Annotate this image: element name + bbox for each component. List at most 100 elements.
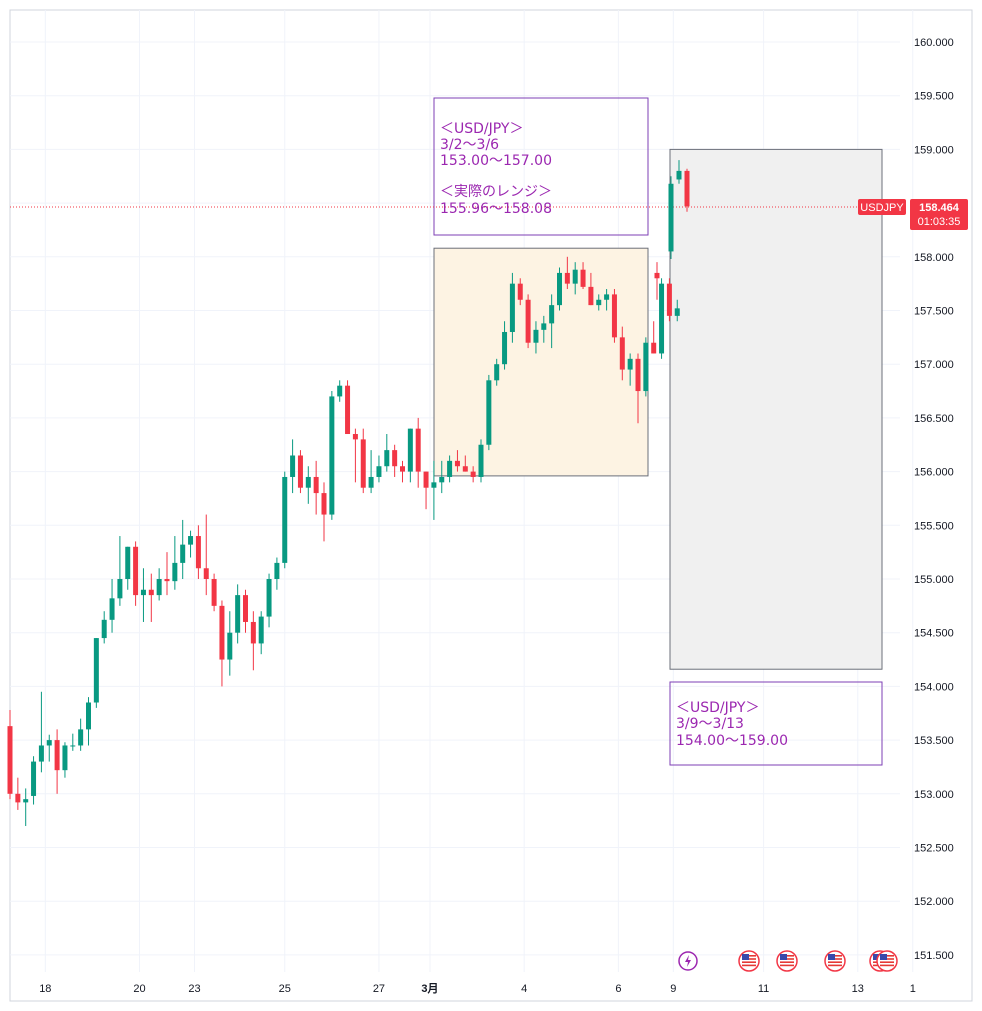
candle-body[interactable] — [282, 476, 288, 563]
candle-body[interactable] — [674, 308, 680, 316]
candle-body[interactable] — [549, 305, 555, 324]
candle-body[interactable] — [619, 337, 625, 370]
candle-body[interactable] — [7, 726, 13, 794]
candle-body[interactable] — [203, 568, 209, 579]
candle-body[interactable] — [447, 460, 453, 477]
note-box-week2[interactable] — [669, 681, 883, 766]
candle-body[interactable] — [297, 455, 303, 488]
candle-body[interactable] — [659, 283, 665, 354]
candle-body[interactable] — [313, 476, 319, 494]
candle-body[interactable] — [109, 598, 115, 620]
candle-body[interactable] — [454, 460, 460, 467]
candle-body[interactable] — [23, 799, 29, 803]
candle-body[interactable] — [668, 183, 674, 252]
candle-body[interactable] — [676, 170, 682, 180]
candle-body[interactable] — [596, 299, 602, 306]
candle-body[interactable] — [70, 745, 76, 747]
candle-body[interactable] — [478, 444, 484, 477]
candle-body[interactable] — [195, 536, 201, 569]
candle-body[interactable] — [376, 466, 382, 477]
candle-body[interactable] — [423, 471, 429, 488]
candle-body[interactable] — [227, 632, 233, 660]
candle-body[interactable] — [651, 342, 657, 354]
candle-body[interactable] — [117, 579, 123, 599]
candle-body[interactable] — [415, 428, 421, 472]
note-box-week1[interactable] — [433, 97, 649, 236]
candle-body[interactable] — [345, 385, 351, 435]
candle-body[interactable] — [654, 272, 660, 279]
candle-body[interactable] — [517, 283, 523, 300]
candle-body[interactable] — [180, 544, 186, 563]
candle-body[interactable] — [564, 272, 570, 284]
candle-body[interactable] — [219, 605, 225, 660]
candle-body[interactable] — [188, 536, 194, 545]
candle-body[interactable] — [525, 299, 531, 343]
candle-body[interactable] — [31, 761, 37, 796]
candle-body[interactable] — [392, 450, 398, 467]
candle-body[interactable] — [274, 562, 280, 579]
candle-body[interactable] — [38, 745, 44, 762]
candle-body[interactable] — [643, 342, 649, 392]
candle-body[interactable] — [46, 740, 52, 746]
candle-body[interactable] — [384, 450, 390, 467]
candle-body[interactable] — [533, 329, 539, 343]
candle-body[interactable] — [360, 439, 366, 488]
candle-body[interactable] — [604, 294, 610, 300]
candle-body[interactable] — [250, 621, 256, 644]
y-tick-label: 155.000 — [914, 574, 954, 586]
candle-body[interactable] — [101, 619, 107, 639]
candle-body[interactable] — [93, 638, 99, 703]
candle-body[interactable] — [588, 286, 594, 306]
candle-body[interactable] — [258, 616, 264, 644]
candle-body[interactable] — [133, 546, 139, 596]
candle-body[interactable] — [62, 745, 68, 771]
candle-body[interactable] — [572, 269, 578, 284]
candle-body[interactable] — [156, 579, 162, 596]
candle-body[interactable] — [509, 283, 515, 332]
candle-body[interactable] — [140, 589, 146, 596]
candle-body[interactable] — [635, 358, 641, 392]
candle-body[interactable] — [627, 358, 633, 370]
candle-body[interactable] — [266, 579, 272, 617]
candle-body[interactable] — [305, 476, 311, 488]
forecast-range-box[interactable] — [669, 148, 883, 670]
candle-body[interactable] — [368, 476, 374, 488]
candle-body[interactable] — [78, 729, 84, 746]
candle-body[interactable] — [86, 702, 91, 730]
candle-body[interactable] — [557, 272, 562, 306]
candle-body[interactable] — [352, 434, 358, 440]
candle-body[interactable] — [486, 380, 492, 445]
candle-body[interactable] — [470, 471, 476, 477]
candle-body[interactable] — [54, 740, 60, 771]
candle-body[interactable] — [172, 562, 178, 582]
candle-body[interactable] — [611, 294, 617, 338]
actual-range-box[interactable] — [433, 247, 649, 477]
candle-body[interactable] — [329, 396, 335, 515]
candle-body[interactable] — [666, 283, 672, 316]
flag-stripe — [880, 961, 894, 963]
candle-body[interactable] — [164, 579, 170, 582]
candle-body[interactable] — [502, 331, 508, 365]
candle-body[interactable] — [290, 455, 296, 477]
candle-body[interactable] — [337, 385, 343, 397]
flag-stripe — [742, 964, 756, 967]
candle-body[interactable] — [400, 466, 405, 472]
candle-body[interactable] — [462, 466, 468, 472]
annotation-line: ＜実際のレンジ＞ — [440, 184, 552, 200]
flag-stripe — [780, 964, 794, 967]
candle-body[interactable] — [321, 493, 327, 515]
candle-body[interactable] — [235, 595, 241, 633]
candle-body[interactable] — [684, 170, 690, 207]
candle-body[interactable] — [125, 546, 131, 579]
candle-body[interactable] — [211, 579, 217, 606]
candle-body[interactable] — [541, 323, 547, 330]
candle-body[interactable] — [148, 589, 154, 596]
candle-body[interactable] — [431, 482, 437, 488]
candle-body[interactable] — [439, 476, 445, 483]
candle-body[interactable] — [15, 793, 21, 803]
candle-body[interactable] — [243, 595, 248, 622]
candle-body[interactable] — [407, 428, 413, 472]
candle-body[interactable] — [580, 269, 586, 287]
candle-body[interactable] — [494, 364, 500, 381]
